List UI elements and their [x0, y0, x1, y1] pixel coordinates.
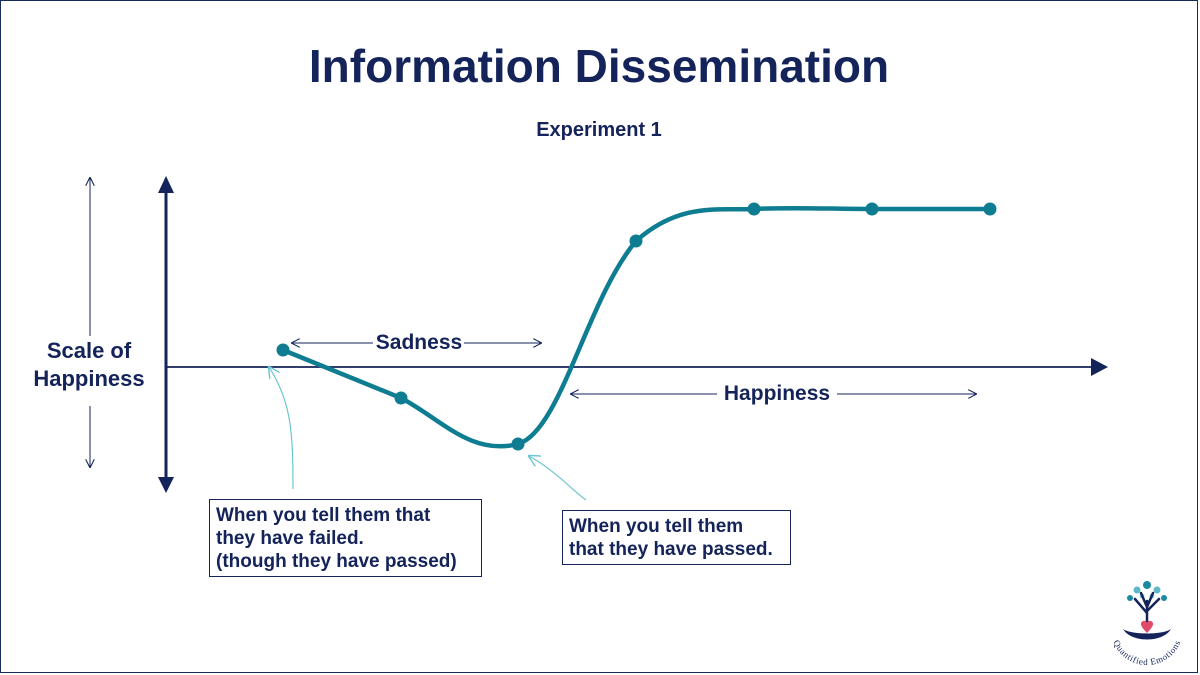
curve-point — [629, 234, 643, 248]
callout-passed-line: that they have passed. — [569, 539, 773, 560]
page-title: Information Dissemination — [308, 40, 890, 92]
curve-point — [983, 202, 997, 216]
logo-text: Quantified Emotions — [1111, 638, 1182, 667]
curve-point — [747, 202, 761, 216]
logo-leaf — [1133, 586, 1141, 594]
logo-heart — [1140, 620, 1154, 633]
callout-failed-arrow — [269, 367, 294, 490]
y-axis-arrow-up — [158, 176, 174, 193]
callout-passed-line: When you tell them — [569, 516, 744, 537]
callout-passed: When you tell them that they have passed… — [562, 510, 791, 565]
y-axis-label-line: Scale of — [46, 338, 132, 363]
logo-leaf — [1153, 586, 1161, 594]
callout-failed-line: (though they have passed) — [216, 551, 457, 572]
callout-passed-arrow — [529, 456, 587, 501]
curve-point — [394, 391, 408, 405]
sadness-label: Sadness — [376, 331, 462, 354]
curve-point — [511, 437, 525, 451]
y-axis-arrow-down — [158, 477, 174, 493]
x-axis-arrow — [1091, 358, 1108, 376]
happiness-label: Happiness — [724, 382, 830, 405]
logo-leaf — [1143, 581, 1151, 589]
callout-failed-line: When you tell them that — [216, 505, 431, 526]
page-subtitle: Experiment 1 — [536, 119, 662, 141]
logo-hands — [1123, 629, 1171, 640]
logo-trunk — [1133, 591, 1161, 633]
callout-failed-line: they have failed. — [216, 528, 364, 549]
callout-failed: When you tell them that they have failed… — [209, 499, 482, 577]
y-axis-label-line: Happiness — [33, 366, 145, 391]
y-axis-label: Scale of Happiness — [19, 337, 159, 393]
curve-point — [865, 202, 879, 216]
curve-point — [276, 343, 290, 357]
logo-leaf — [1127, 595, 1133, 601]
logo-leaf — [1161, 595, 1167, 601]
quantified-emotions-logo: Quantified Emotions — [1111, 581, 1182, 667]
